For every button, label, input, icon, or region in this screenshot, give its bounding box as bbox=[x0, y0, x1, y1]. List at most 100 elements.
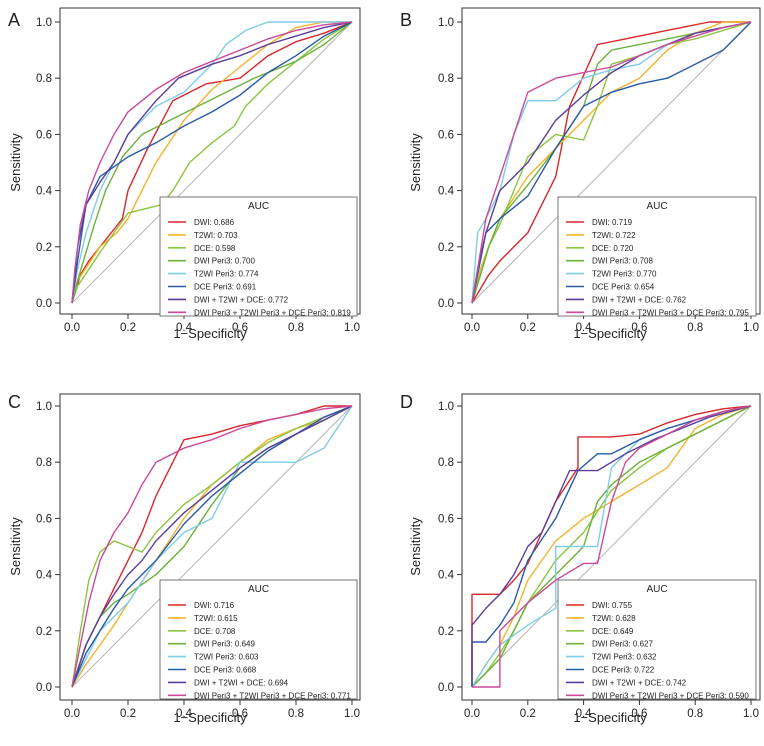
y-tick-label: 0.2 bbox=[36, 242, 52, 254]
legend-title: AUC bbox=[646, 584, 667, 595]
y-tick-label: 0.4 bbox=[438, 570, 455, 582]
roc-curve-dwi-t2wi-dce bbox=[71, 21, 353, 304]
x-tick-label: 0.0 bbox=[64, 322, 80, 334]
y-tick-label: 0.0 bbox=[36, 298, 52, 310]
roc-curve-t2wi bbox=[471, 405, 752, 688]
roc-curve-dce-peri3 bbox=[471, 21, 752, 304]
x-tick-label: 0.6 bbox=[631, 708, 647, 720]
x-tick-label: 1.0 bbox=[344, 322, 360, 334]
legend-entry: DCE: 0.598 bbox=[194, 244, 236, 253]
y-tick-label: 0.4 bbox=[36, 570, 53, 582]
legend-entry: T2WI: 0.628 bbox=[592, 614, 636, 623]
panel-label: D bbox=[400, 392, 413, 412]
legend-entry: DWI + T2WI + DCE: 0.762 bbox=[592, 295, 687, 304]
roc-curve-dwi bbox=[471, 21, 751, 304]
roc-curve-dwi-t2wi-dce bbox=[471, 21, 752, 304]
x-tick-label: 1.0 bbox=[344, 708, 360, 720]
x-tick-label: 0.4 bbox=[176, 322, 193, 334]
legend-entry: DWI: 0.716 bbox=[194, 601, 235, 610]
y-tick-label: 0.8 bbox=[36, 457, 52, 469]
roc-curve-dwi-peri3-t2wi-peri3-dce-peri3 bbox=[472, 405, 752, 688]
legend-title: AUC bbox=[248, 201, 269, 212]
y-axis-title: Sensitivity bbox=[8, 133, 23, 192]
y-tick-label: 0.2 bbox=[36, 626, 52, 638]
y-tick-label: 1.0 bbox=[438, 17, 454, 29]
y-tick-label: 0.8 bbox=[438, 457, 454, 469]
legend-entry: DWI: 0.755 bbox=[592, 601, 633, 610]
legend-box bbox=[557, 196, 757, 317]
y-tick-label: 0.0 bbox=[36, 682, 52, 694]
panel-label: A bbox=[8, 10, 20, 30]
roc-curve-dwi-peri3-t2wi-peri3-dce-peri3 bbox=[71, 21, 353, 304]
legend-entry: DWI Peri3 + T2WI Peri3 + DCE Peri3: 0.81… bbox=[194, 308, 351, 317]
legend-entry: T2WI Peri3: 0.770 bbox=[592, 270, 657, 279]
x-tick-label: 0.2 bbox=[520, 322, 536, 334]
panel-A: A 0.0 0.0 0.2 0.2 0.4 0.4 0.6 0.6 0.8 0.8 1.0 1.0 1−S… bbox=[8, 7, 361, 341]
legend-entry: DWI: 0.686 bbox=[194, 218, 235, 227]
legend-entry: DWI Peri3 + T2WI Peri3 + DCE Peri3: 0.77… bbox=[194, 691, 351, 700]
legend-entry: T2WI: 0.722 bbox=[592, 231, 636, 240]
y-tick-label: 0.4 bbox=[36, 186, 53, 198]
x-tick-label: 1.0 bbox=[743, 708, 759, 720]
roc-curve-dwi-peri3 bbox=[71, 21, 353, 304]
legend-entry: T2WI Peri3: 0.774 bbox=[194, 270, 259, 279]
legend-entry: DWI Peri3: 0.708 bbox=[592, 257, 653, 266]
x-tick-label: 0.4 bbox=[176, 708, 193, 720]
y-tick-label: 1.0 bbox=[438, 401, 454, 413]
panel-label: C bbox=[8, 392, 21, 412]
legend-entry: T2WI Peri3: 0.632 bbox=[592, 653, 657, 662]
y-axis-title: Sensitivity bbox=[408, 517, 423, 576]
roc-curve-dwi-peri3-t2wi-peri3-dce-peri3 bbox=[471, 21, 752, 304]
legend-entry: DCE Peri3: 0.722 bbox=[592, 666, 655, 675]
reference-diagonal bbox=[471, 405, 752, 688]
legend-box bbox=[159, 196, 358, 317]
panel-B: B 0.0 0.0 0.2 0.2 0.4 0.4 0.6 0.6 0.8 0.8 1.0 1.0 1−S… bbox=[400, 7, 761, 341]
y-tick-label: 0.8 bbox=[438, 73, 454, 85]
y-tick-label: 0.6 bbox=[438, 513, 454, 525]
plot-frame bbox=[59, 393, 361, 701]
legend-title: AUC bbox=[646, 201, 667, 212]
x-tick-label: 0.6 bbox=[232, 708, 248, 720]
x-tick-label: 0.0 bbox=[464, 708, 480, 720]
x-tick-label: 0.0 bbox=[64, 708, 80, 720]
roc-curve-dwi bbox=[71, 21, 353, 304]
legend-entry: DWI + T2WI + DCE: 0.772 bbox=[194, 295, 289, 304]
y-tick-label: 0.6 bbox=[36, 513, 52, 525]
y-axis-title: Sensitivity bbox=[8, 517, 23, 576]
x-tick-label: 0.2 bbox=[120, 708, 136, 720]
legend-entry: T2WI: 0.615 bbox=[194, 614, 238, 623]
x-tick-label: 1.0 bbox=[743, 322, 759, 334]
roc-curve-dwi-peri3-t2wi-peri3-dce-peri3 bbox=[71, 405, 353, 688]
reference-diagonal bbox=[71, 405, 353, 688]
reference-diagonal bbox=[471, 21, 752, 304]
legend-entry: DWI Peri3: 0.649 bbox=[194, 640, 255, 649]
y-tick-label: 0.6 bbox=[36, 129, 52, 141]
y-axis-title: Sensitivity bbox=[408, 133, 423, 192]
x-tick-label: 0.8 bbox=[288, 708, 304, 720]
reference-diagonal bbox=[71, 21, 353, 304]
x-tick-label: 0.8 bbox=[687, 708, 703, 720]
x-tick-label: 0.2 bbox=[520, 708, 536, 720]
legend-entry: DCE: 0.708 bbox=[194, 627, 236, 636]
x-tick-label: 0.6 bbox=[631, 322, 647, 334]
x-tick-label: 0.8 bbox=[687, 322, 703, 334]
legend-box bbox=[159, 579, 358, 700]
roc-curve-dce bbox=[71, 405, 353, 688]
legend-entry: DCE: 0.720 bbox=[592, 244, 634, 253]
x-axis-title: 1−Specificity bbox=[173, 710, 247, 725]
x-tick-label: 0.0 bbox=[464, 322, 480, 334]
legend-entry: DWI + T2WI + DCE: 0.742 bbox=[592, 678, 687, 687]
x-tick-label: 0.4 bbox=[576, 322, 593, 334]
x-tick-label: 0.4 bbox=[576, 708, 593, 720]
legend-entry: DCE Peri3: 0.668 bbox=[194, 666, 257, 675]
legend-entry: DWI + T2WI + DCE: 0.694 bbox=[194, 678, 289, 687]
legend-entry: DCE Peri3: 0.654 bbox=[592, 283, 655, 292]
x-axis-title: 1−Specificity bbox=[173, 326, 247, 341]
y-tick-label: 0.2 bbox=[438, 626, 454, 638]
x-axis-title: 1−Specificity bbox=[573, 710, 647, 725]
y-tick-label: 0.0 bbox=[438, 682, 454, 694]
y-tick-label: 0.8 bbox=[36, 73, 52, 85]
x-axis-title: 1−Specificity bbox=[573, 326, 647, 341]
roc-curve-dwi-peri3 bbox=[471, 405, 752, 688]
